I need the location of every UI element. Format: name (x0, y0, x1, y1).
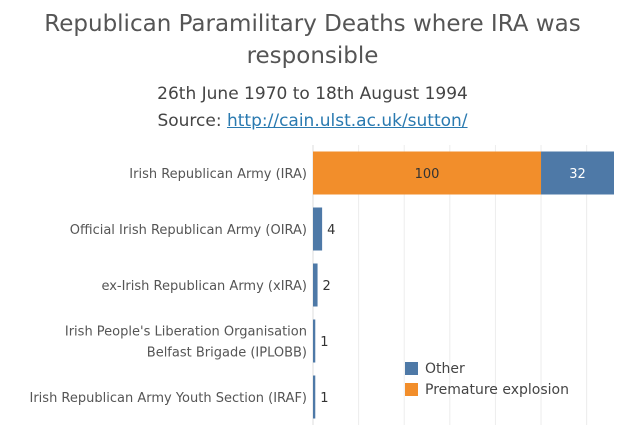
bar-other[interactable] (313, 263, 318, 307)
chart-source: Source: http://cain.ulst.ac.uk/sutton/ (0, 109, 625, 133)
chart-subtitle: 26th June 1970 to 18th August 1994 (157, 84, 468, 104)
data-label: 32 (569, 167, 586, 182)
legend: Other Premature explosion (405, 358, 569, 400)
data-label: 100 (415, 167, 440, 182)
source-prefix: Source: (157, 111, 227, 131)
bar-other[interactable] (541, 151, 614, 195)
data-label: 1 (320, 391, 328, 406)
legend-swatch-other (405, 362, 418, 375)
legend-label-premature-explosion: Premature explosion (425, 381, 569, 398)
category-label: Irish Republican Army (IRA) (129, 167, 307, 182)
category-label: ex-Irish Republican Army (xIRA) (101, 279, 307, 294)
data-label: 4 (327, 223, 335, 238)
chart-title: Republican Paramilitary Deaths where IRA… (44, 11, 581, 69)
bar-other[interactable] (313, 375, 316, 419)
data-label: 2 (323, 279, 331, 294)
category-label: Irish Republican Army Youth Section (IRA… (30, 391, 308, 406)
bar-other[interactable] (313, 207, 323, 251)
bar-premature-explosion[interactable] (313, 151, 542, 195)
legend-item-premature-explosion[interactable]: Premature explosion (405, 379, 569, 400)
category-label: Official Irish Republican Army (OIRA) (70, 223, 307, 238)
data-label: 1 (320, 335, 328, 350)
source-link[interactable]: http://cain.ulst.ac.uk/sutton/ (226, 111, 468, 131)
legend-item-other[interactable]: Other (405, 358, 569, 379)
bar-other[interactable] (313, 319, 316, 363)
category-label: Irish People's Liberation Organisation Be… (65, 325, 307, 361)
legend-label-other: Other (425, 360, 465, 377)
legend-swatch-premature-explosion (405, 383, 418, 396)
